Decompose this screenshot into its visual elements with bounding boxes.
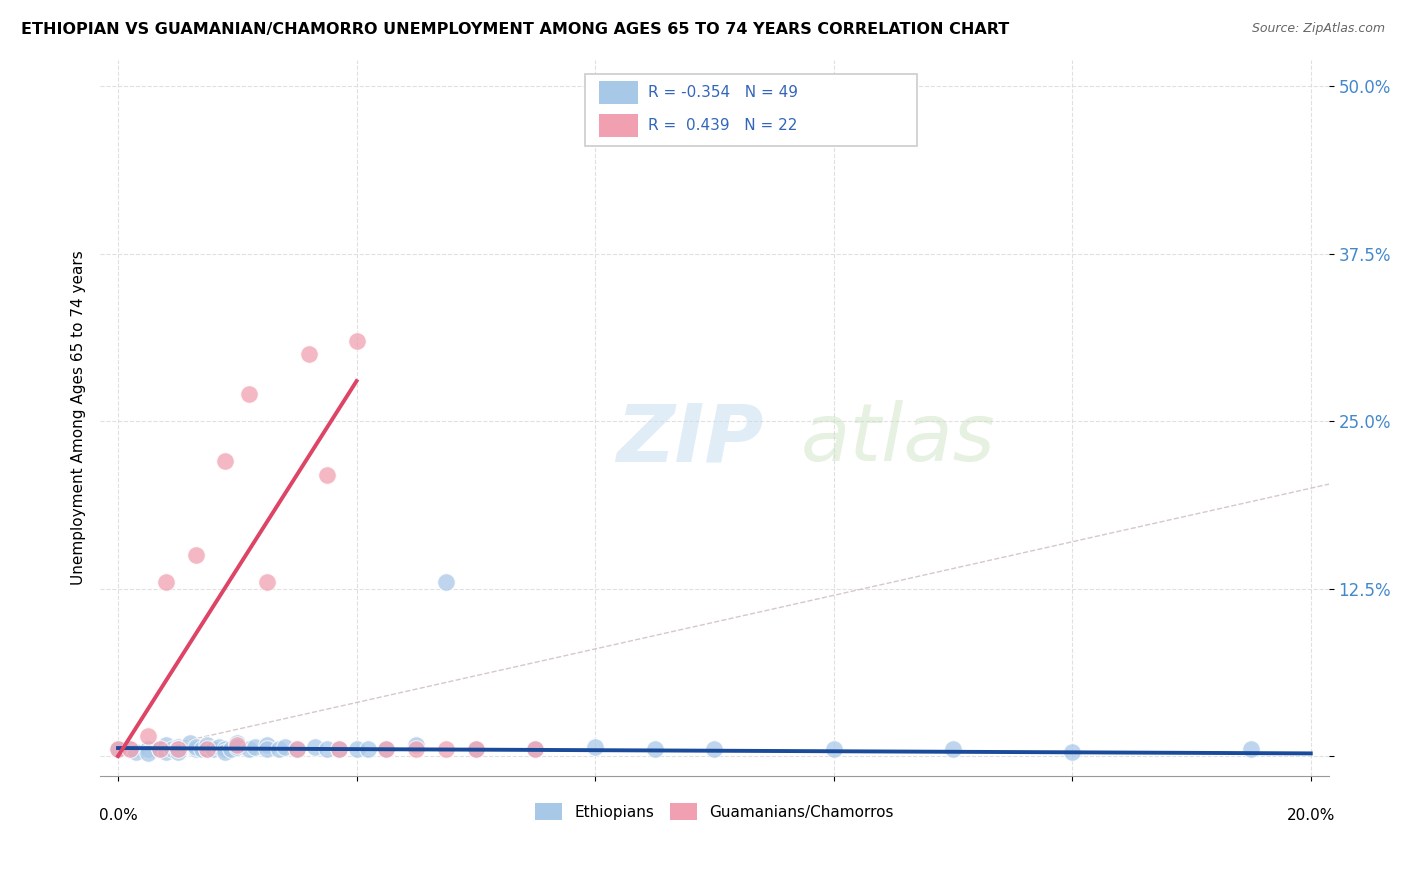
- Point: [405, 739, 427, 753]
- Text: Source: ZipAtlas.com: Source: ZipAtlas.com: [1251, 22, 1385, 36]
- Point: [197, 742, 219, 756]
- Point: [107, 742, 129, 756]
- Text: 0.0%: 0.0%: [98, 808, 138, 823]
- Point: [136, 742, 159, 756]
- Point: [226, 736, 249, 750]
- Point: [149, 742, 172, 756]
- Text: ETHIOPIAN VS GUAMANIAN/CHAMORRO UNEMPLOYMENT AMONG AGES 65 TO 74 YEARS CORRELATI: ETHIOPIAN VS GUAMANIAN/CHAMORRO UNEMPLOY…: [21, 22, 1010, 37]
- Point: [823, 742, 845, 756]
- Point: [375, 742, 398, 756]
- Point: [149, 742, 172, 756]
- Point: [166, 742, 188, 756]
- Point: [405, 742, 427, 756]
- Point: [1062, 745, 1084, 759]
- Point: [107, 742, 129, 756]
- Point: [226, 739, 249, 754]
- Point: [298, 347, 321, 361]
- Point: [184, 742, 207, 756]
- Text: 20.0%: 20.0%: [1286, 808, 1334, 823]
- Point: [524, 742, 547, 756]
- Point: [256, 742, 278, 756]
- Text: ZIP: ZIP: [616, 401, 763, 478]
- Point: [166, 739, 188, 754]
- Point: [524, 742, 547, 756]
- Point: [942, 742, 965, 756]
- Point: [160, 742, 183, 756]
- Point: [166, 742, 188, 756]
- Point: [184, 548, 207, 562]
- Point: [315, 467, 337, 482]
- Point: [166, 745, 188, 759]
- Point: [197, 742, 219, 756]
- Point: [583, 739, 606, 754]
- Point: [214, 742, 236, 756]
- Point: [136, 729, 159, 743]
- Point: [703, 742, 725, 756]
- Point: [285, 742, 308, 756]
- Point: [155, 739, 177, 753]
- Point: [315, 742, 337, 756]
- Y-axis label: Unemployment Among Ages 65 to 74 years: Unemployment Among Ages 65 to 74 years: [72, 251, 86, 585]
- Point: [346, 742, 368, 756]
- Point: [464, 742, 486, 756]
- Point: [136, 747, 159, 761]
- Point: [155, 745, 177, 759]
- Point: [226, 739, 249, 753]
- Point: [243, 739, 266, 754]
- Point: [328, 742, 350, 756]
- Point: [434, 574, 457, 589]
- Point: [208, 739, 231, 754]
- Text: atlas: atlas: [800, 401, 995, 478]
- Point: [256, 574, 278, 589]
- Point: [179, 736, 201, 750]
- Point: [197, 739, 219, 753]
- Point: [238, 742, 260, 756]
- Point: [464, 742, 486, 756]
- Point: [304, 739, 326, 754]
- Point: [202, 742, 225, 756]
- Point: [644, 742, 666, 756]
- Point: [214, 454, 236, 468]
- Point: [357, 742, 380, 756]
- Point: [256, 739, 278, 753]
- Point: [184, 739, 207, 754]
- Point: [274, 739, 297, 754]
- Point: [118, 742, 141, 756]
- Point: [346, 334, 368, 348]
- Point: [190, 742, 212, 756]
- Point: [328, 742, 350, 756]
- Point: [238, 387, 260, 401]
- Point: [285, 742, 308, 756]
- Point: [1240, 742, 1263, 756]
- Legend: Ethiopians, Guamanians/Chamorros: Ethiopians, Guamanians/Chamorros: [529, 797, 900, 826]
- Point: [375, 742, 398, 756]
- Point: [267, 742, 290, 756]
- Point: [434, 742, 457, 756]
- Point: [155, 574, 177, 589]
- Point: [118, 742, 141, 756]
- Point: [125, 745, 148, 759]
- Point: [221, 742, 243, 756]
- Point: [214, 745, 236, 759]
